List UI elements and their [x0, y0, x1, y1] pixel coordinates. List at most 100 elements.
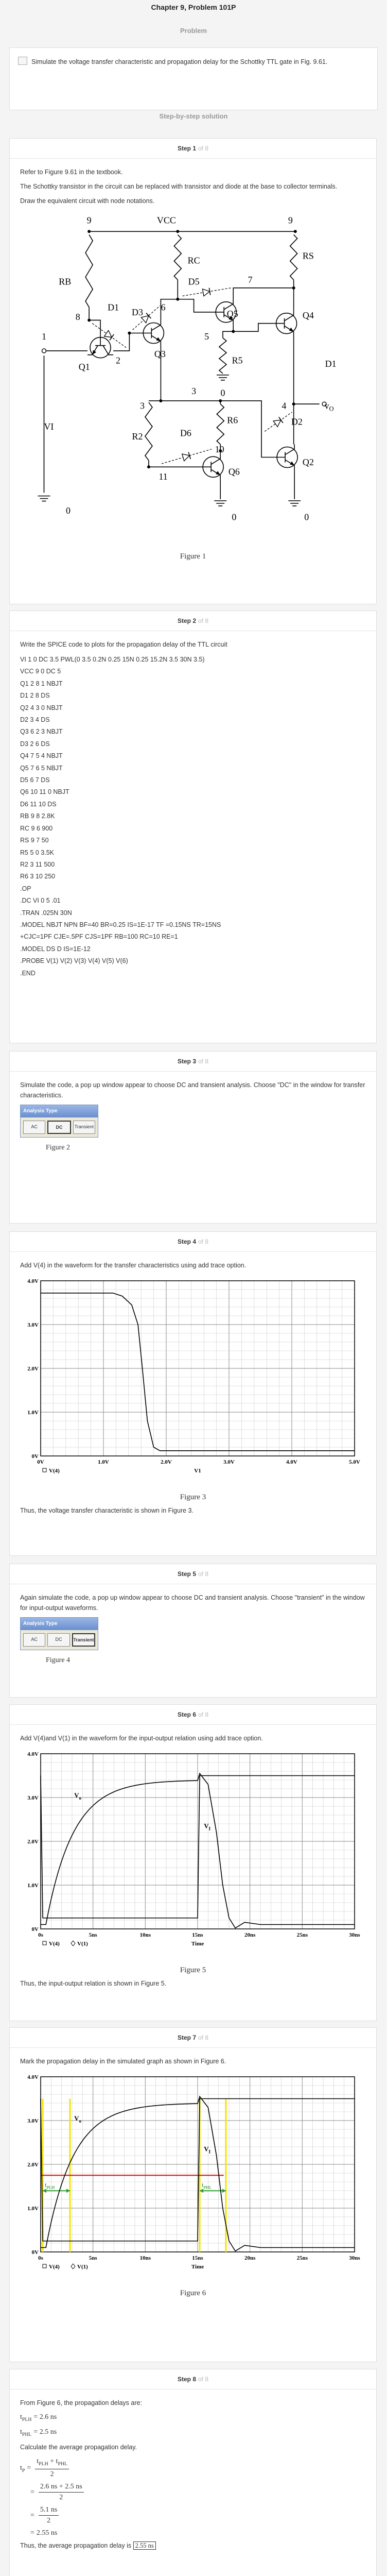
x-tick-label: 30ns	[349, 2255, 360, 2261]
curve-annotation-main: V	[204, 1822, 209, 1830]
curve-annotation-sub: I	[209, 2149, 211, 2155]
curve-annotation: VI	[204, 2145, 210, 2155]
conclusion: Thus, the input-output relation is shown…	[20, 1980, 167, 1987]
wire	[178, 298, 214, 313]
y-tick-label: 2.0V	[27, 1839, 39, 1845]
terminal	[322, 401, 327, 406]
circuit-label: 6	[161, 302, 166, 312]
x-tick-label: 10ns	[140, 1932, 151, 1938]
circuit-label: 4	[282, 400, 286, 411]
emitter-arrow	[289, 327, 294, 332]
circuit-label-sub: O	[329, 405, 333, 412]
diode	[202, 287, 211, 297]
delay-value: = 2.6 ns	[33, 2413, 57, 2421]
circuit-label: D5	[188, 276, 200, 286]
circuit-label: Q3	[154, 349, 166, 359]
x-axis-label: Time	[191, 2264, 204, 2270]
y-tick-label: 4.0V	[27, 1278, 39, 1284]
transistor	[87, 334, 114, 359]
circuit-label: 0	[232, 512, 236, 522]
circuit-label: R2	[132, 431, 143, 442]
paragraph: Simulate the code, a pop up window appea…	[20, 1081, 365, 1099]
waveform	[40, 1775, 355, 1919]
paragraph: Write the SPICE code to plots for the pr…	[20, 641, 227, 648]
code-line: VCC 9 0 DC 5	[20, 668, 61, 675]
equation-row: = 5.1 ns 2	[20, 2505, 366, 2526]
circuit-label: 0	[304, 512, 309, 522]
circuit-label: RC	[188, 256, 200, 266]
solution-label: Step-by-step solution	[159, 112, 228, 120]
circuit-label: D1	[325, 359, 337, 369]
emitter-arrow	[92, 350, 97, 355]
page-title: Chapter 9, Problem 101P	[151, 3, 236, 11]
code-line: D6 11 10 DS	[20, 800, 57, 808]
transistor-collector	[284, 310, 294, 321]
math-block: tP = tPLH + tPHL 2 = 2.6 ns + 2.5 ns 2 = 5.1 ns 2…	[20, 2456, 366, 2539]
wire	[148, 460, 201, 468]
step-of: of 8	[198, 1238, 209, 1245]
legend-marker	[42, 1941, 47, 1945]
delay-label-main: t	[202, 2181, 204, 2188]
delay-symbol-sub: PHL	[22, 2431, 32, 2437]
delay-label-sub: PLH	[46, 2185, 55, 2190]
dialog-button[interactable]: DC	[47, 1633, 70, 1647]
x-tick-label: 4.0V	[286, 1459, 297, 1465]
code-line: Q6 10 11 0 NBJT	[20, 788, 69, 796]
lhs-symbol-main: t	[20, 2464, 22, 2472]
step-card: Step 2 of 8 Write the SPICE code to plots …	[9, 611, 377, 1043]
step-body: From Figure 6, the propagation delays ar…	[10, 2389, 376, 2561]
resistor	[218, 337, 227, 374]
x-tick-label: 5ns	[89, 2255, 98, 2261]
step-label: Step 3	[177, 1058, 196, 1065]
x-tick-label: 20ns	[244, 1932, 256, 1938]
answer: 2.55 ns	[133, 2541, 156, 2550]
legend-label: V(4)	[49, 2264, 60, 2270]
transistor	[200, 454, 224, 480]
waveform	[40, 2098, 355, 2242]
denominator: 2	[50, 2470, 54, 2479]
step-header: Step 2 of 8	[10, 611, 376, 631]
code-line: R6 3 10 250	[20, 873, 56, 880]
waveform	[41, 1772, 355, 1929]
circuit-label: Q6	[228, 467, 240, 477]
transistor	[213, 299, 237, 325]
circuit-label: Q5	[227, 309, 238, 319]
dialog-button[interactable]: AC	[23, 1633, 46, 1647]
x-tick-label: 15ns	[192, 1932, 203, 1938]
step-of: of 8	[198, 1058, 209, 1065]
wire	[113, 332, 141, 351]
dialog-button[interactable]: Transient	[72, 1633, 95, 1647]
num-term-sub: PHL	[58, 2461, 67, 2467]
dialog-button[interactable]: DC	[47, 1121, 71, 1134]
resistor	[216, 403, 225, 445]
dialog-button[interactable]: Transient	[73, 1121, 95, 1134]
conclusion: Thus, the voltage transfer characteristi…	[20, 1507, 194, 1514]
plot-frame	[40, 1280, 355, 1456]
denominator: 2	[47, 2517, 51, 2525]
circuit-label: RS	[303, 250, 314, 261]
step-label: Step 6	[177, 1711, 196, 1718]
circuit-label: 0	[66, 505, 71, 516]
node-dot	[292, 286, 295, 290]
paragraph: Mark the propagation delay in the simula…	[20, 2058, 226, 2065]
equation-row: = 2.55 ns	[20, 2528, 366, 2538]
circuit-label: VI	[44, 421, 54, 432]
x-tick-label: 25ns	[297, 1932, 308, 1938]
transistor-emitter	[223, 314, 234, 325]
dialog-button[interactable]: AC	[23, 1121, 46, 1134]
problem-box: Simulate the voltage transfer characteri…	[9, 47, 378, 110]
step-of: of 8	[198, 2376, 209, 2383]
circuit-diagram: 9 VCC 9 RB RC RS D5 7 6 8 D1 D3 Q5 Q4 1 5 D1 Q1 2 Q3 R5 0 3 3 R6…	[38, 215, 337, 522]
node-dot	[159, 399, 163, 402]
wire	[233, 323, 274, 332]
node-dot	[219, 399, 222, 402]
x-tick-label: 0V	[37, 1459, 44, 1465]
step-card: Step 7 of 8 Mark the propagation delay in …	[9, 2027, 377, 2362]
code-line: RS 9 7 50	[20, 837, 49, 844]
resistor	[289, 234, 298, 280]
wire	[222, 325, 234, 338]
code-line: .PROBE V(1) V(2) V(3) V(4) V(5) V(6)	[20, 957, 128, 965]
legend-label: V(4)	[49, 1468, 60, 1474]
conclusion: Thus, the average propagation delay is 2…	[20, 2540, 366, 2551]
